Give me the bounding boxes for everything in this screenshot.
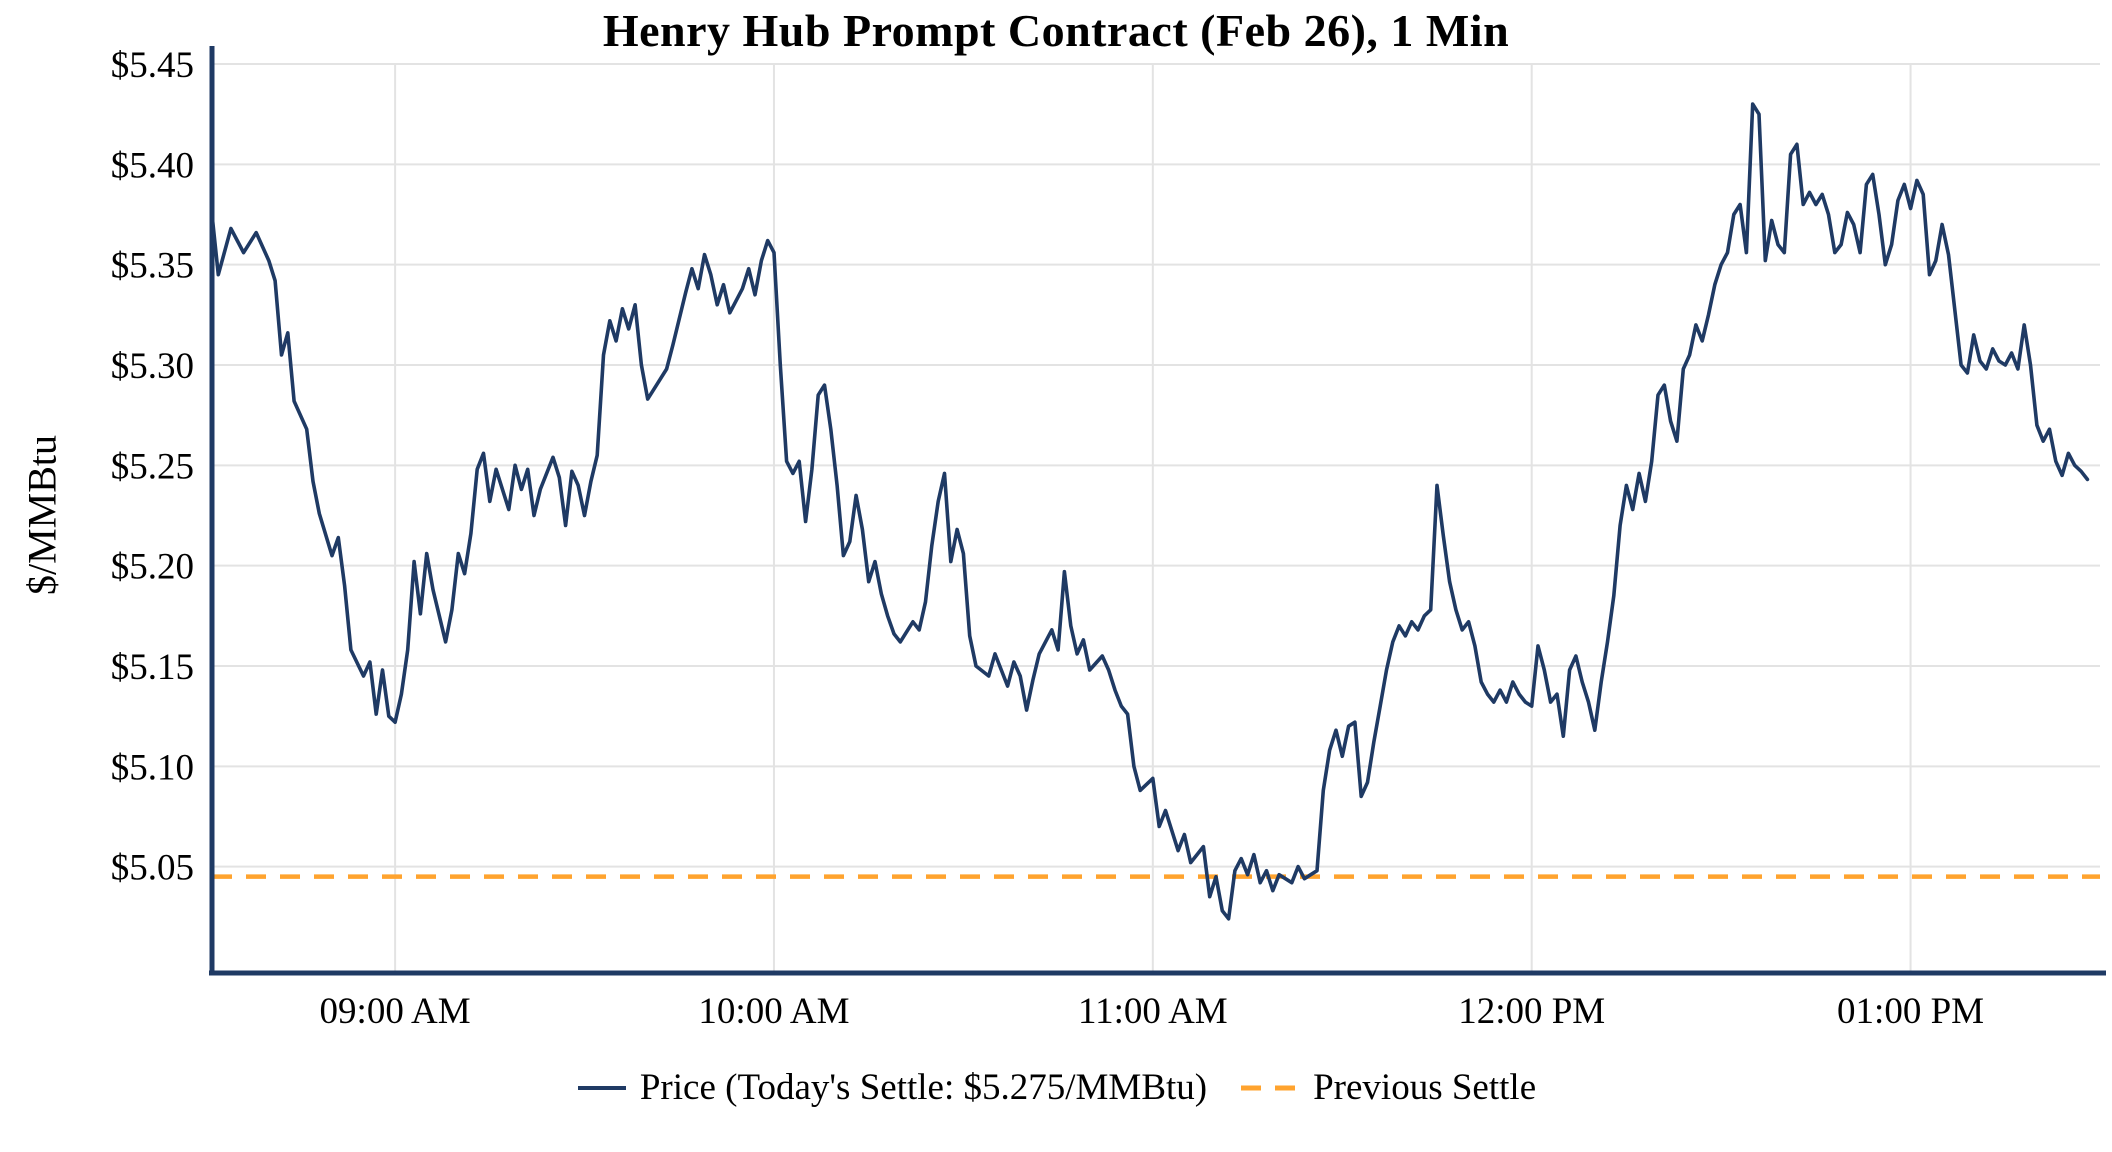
x-tick-label: 10:00 AM xyxy=(698,991,849,1032)
y-tick-label: $5.45 xyxy=(111,45,194,86)
chart-legend: Price (Today's Settle: $5.275/MMBtu) Pre… xyxy=(0,1066,2112,1109)
x-tick-label: 11:00 AM xyxy=(1078,991,1228,1032)
y-tick-label: $5.05 xyxy=(111,848,194,889)
chart-title: Henry Hub Prompt Contract (Feb 26), 1 Mi… xyxy=(602,5,1510,56)
legend-previous-settle-label: Previous Settle xyxy=(1313,1067,1537,1108)
price-line-path xyxy=(210,102,2090,921)
x-tick-label: 09:00 AM xyxy=(320,991,471,1032)
y-tick-label: $5.25 xyxy=(111,446,194,487)
y-tick-label: $5.20 xyxy=(111,547,194,588)
y-tick-label: $5.15 xyxy=(111,647,194,688)
legend-item-previous-settle: Previous Settle xyxy=(1239,1066,1536,1109)
y-tick-label: $5.35 xyxy=(111,246,194,287)
price-line-sample-icon xyxy=(577,1085,626,1090)
x-tick-label: 12:00 PM xyxy=(1458,991,1605,1032)
y-tick-label: $5.30 xyxy=(111,346,194,387)
y-tick-label: $5.40 xyxy=(111,145,194,186)
legend-price-label: Price (Today's Settle: $5.275/MMBtu) xyxy=(639,1067,1208,1108)
previous-settle-dash-sample-icon xyxy=(1241,1085,1300,1090)
x-tick-label: 01:00 PM xyxy=(1837,991,1984,1032)
legend-item-price: Price (Today's Settle: $5.275/MMBtu) xyxy=(576,1066,1207,1109)
y-tick-label: $5.10 xyxy=(111,747,194,788)
